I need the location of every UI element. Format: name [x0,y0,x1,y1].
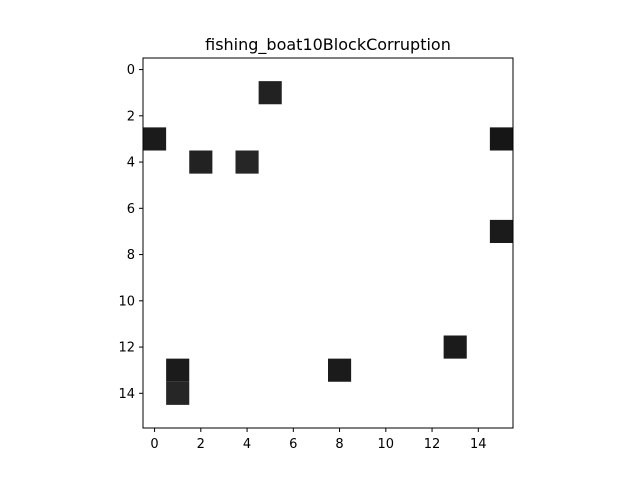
y-tick-label: 10 [118,294,135,309]
x-tick-label: 8 [335,437,343,452]
heatmap-cell [443,335,467,359]
heatmap-cell [166,358,190,382]
y-tick-label: 4 [127,156,135,171]
heatmap-cell [143,127,167,151]
x-tick-label: 10 [378,437,395,452]
heatmap-cell [235,150,259,174]
plot-frame [142,57,514,429]
x-axis: 0 2 4 6 8 10 12 14 [150,428,487,452]
y-tick-label: 14 [118,387,135,402]
heatmap-cell [189,150,213,174]
x-tick-label: 0 [150,437,158,452]
heatmap-cell [328,358,352,382]
heatmap-cell [166,381,190,405]
heatmap-cell [258,81,282,105]
y-axis: 0 2 4 6 8 10 12 14 [118,63,143,402]
y-tick-label: 0 [127,63,135,78]
x-tick-label: 12 [424,437,441,452]
x-tick-label: 14 [470,437,487,452]
heatmap-cell [489,219,514,244]
y-tick-label: 8 [127,248,135,263]
y-tick-label: 2 [127,109,135,124]
heatmap-cells [143,81,514,405]
x-tick-label: 6 [289,437,297,452]
y-tick-label: 6 [127,202,135,217]
chart-title: fishing_boat10BlockCorruption [205,35,451,55]
x-tick-label: 4 [243,437,251,452]
plot-area [142,57,514,429]
heatmap-cell [489,127,514,151]
x-tick-label: 2 [197,437,205,452]
y-tick-label: 12 [118,341,135,356]
